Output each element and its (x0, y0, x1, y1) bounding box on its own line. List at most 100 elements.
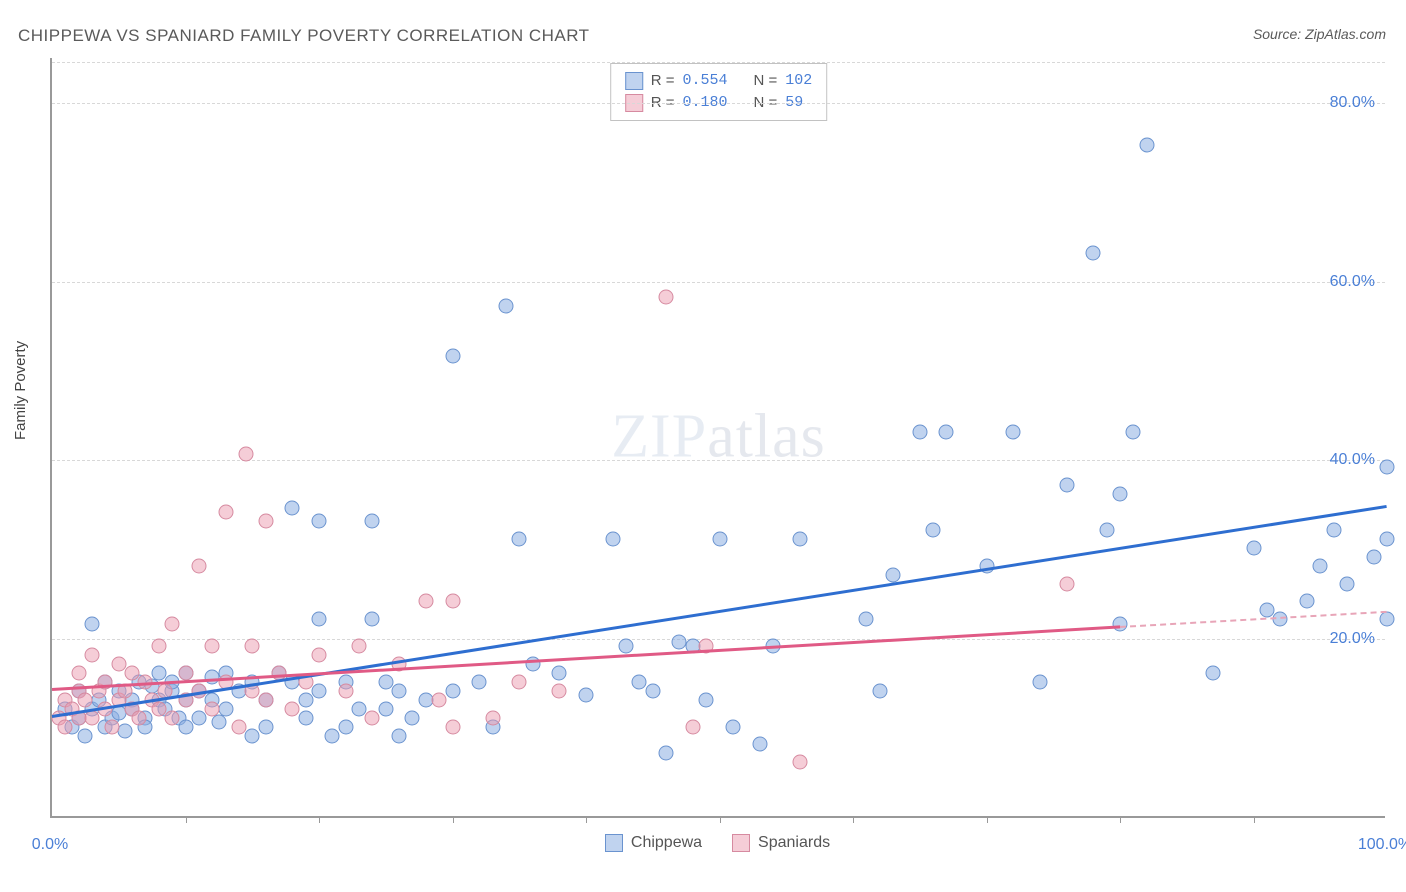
scatter-point (418, 594, 433, 609)
scatter-point (178, 665, 193, 680)
scatter-point (125, 665, 140, 680)
xtick (586, 816, 587, 823)
legend-label: Spaniards (758, 834, 830, 852)
scatter-point (378, 701, 393, 716)
scatter-point (1246, 540, 1261, 555)
scatter-point (405, 710, 420, 725)
legend-n-value: 102 (785, 70, 812, 92)
source-attribution: Source: ZipAtlas.com (1253, 26, 1386, 42)
scatter-point (1326, 522, 1341, 537)
scatter-point (1380, 612, 1395, 627)
legend-item-chippewa: Chippewa (605, 834, 702, 852)
scatter-point (792, 531, 807, 546)
scatter-point (1380, 531, 1395, 546)
scatter-point (1059, 478, 1074, 493)
scatter-point (512, 531, 527, 546)
scatter-point (926, 522, 941, 537)
ytick-label: 20.0% (1330, 630, 1375, 648)
scatter-point (365, 710, 380, 725)
scatter-point (151, 665, 166, 680)
gridline-h (52, 62, 1385, 63)
scatter-point (1366, 549, 1381, 564)
xtick-label: 0.0% (32, 836, 68, 854)
scatter-point (685, 719, 700, 734)
xtick (987, 816, 988, 823)
scatter-point (245, 639, 260, 654)
scatter-point (71, 665, 86, 680)
scatter-point (78, 728, 93, 743)
scatter-point (445, 594, 460, 609)
legend-stats-row: R = 0.554 N = 102 (625, 70, 813, 92)
legend-swatch-blue (605, 834, 623, 852)
scatter-point (191, 710, 206, 725)
scatter-point (238, 446, 253, 461)
scatter-point (1126, 424, 1141, 439)
scatter-point (378, 674, 393, 689)
scatter-point (485, 710, 500, 725)
scatter-point (512, 674, 527, 689)
scatter-point (1006, 424, 1021, 439)
scatter-point (118, 724, 133, 739)
scatter-point (245, 728, 260, 743)
scatter-point (472, 674, 487, 689)
scatter-point (645, 683, 660, 698)
scatter-point (85, 616, 100, 631)
scatter-point (312, 648, 327, 663)
scatter-point (445, 348, 460, 363)
scatter-point (298, 710, 313, 725)
scatter-point (1139, 138, 1154, 153)
scatter-point (105, 719, 120, 734)
xtick (186, 816, 187, 823)
scatter-point (165, 710, 180, 725)
scatter-point (445, 719, 460, 734)
scatter-point (151, 701, 166, 716)
scatter-point (1313, 558, 1328, 573)
scatter-point (432, 692, 447, 707)
scatter-point (632, 674, 647, 689)
legend-r-label: R = (651, 70, 675, 92)
scatter-point (1206, 665, 1221, 680)
ytick-label: 40.0% (1330, 451, 1375, 469)
xtick (1120, 816, 1121, 823)
scatter-point (58, 719, 73, 734)
scatter-point (231, 719, 246, 734)
xtick (453, 816, 454, 823)
scatter-point (1099, 522, 1114, 537)
scatter-point (725, 719, 740, 734)
scatter-point (792, 755, 807, 770)
trend-line (52, 626, 1120, 692)
scatter-point (365, 513, 380, 528)
scatter-point (886, 567, 901, 582)
plot-area: ZIPatlas R = 0.554 N = 102 R = 0.180 N =… (50, 58, 1385, 818)
source-label: Source: (1253, 26, 1305, 42)
scatter-point (1113, 616, 1128, 631)
scatter-point (1339, 576, 1354, 591)
legend-series: Chippewa Spaniards (50, 834, 1385, 852)
scatter-point (352, 701, 367, 716)
xtick-label: 100.0% (1358, 836, 1406, 854)
scatter-point (579, 688, 594, 703)
scatter-point (111, 657, 126, 672)
legend-label: Chippewa (631, 834, 702, 852)
scatter-point (1113, 487, 1128, 502)
source-name: ZipAtlas.com (1305, 26, 1386, 42)
xtick (319, 816, 320, 823)
scatter-point (872, 683, 887, 698)
scatter-point (85, 648, 100, 663)
scatter-point (859, 612, 874, 627)
scatter-point (218, 505, 233, 520)
scatter-point (298, 692, 313, 707)
gridline-h (52, 103, 1385, 104)
scatter-point (552, 683, 567, 698)
scatter-point (392, 683, 407, 698)
scatter-point (498, 299, 513, 314)
chart-title: CHIPPEWA VS SPANIARD FAMILY POVERTY CORR… (18, 26, 590, 46)
scatter-point (552, 665, 567, 680)
scatter-point (659, 290, 674, 305)
scatter-point (392, 728, 407, 743)
scatter-point (1273, 612, 1288, 627)
scatter-point (699, 692, 714, 707)
watermark: ZIPatlas (611, 402, 826, 473)
scatter-point (258, 692, 273, 707)
ytick-label: 80.0% (1330, 94, 1375, 112)
